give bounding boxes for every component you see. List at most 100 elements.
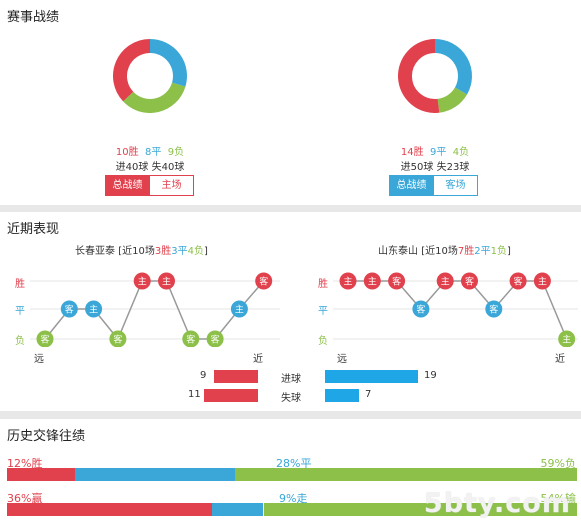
home-match-marker: 客	[255, 272, 273, 290]
h2h-cover-label: 36%赢	[7, 492, 43, 505]
home-recent-draws: 3平	[171, 246, 188, 257]
h2h-draw-bar	[75, 468, 235, 481]
site-watermark: 5bty.com	[423, 488, 571, 519]
home-win-slice	[113, 39, 151, 102]
away-recent-draws: 2平	[474, 246, 491, 257]
scored-label: 进球	[281, 374, 301, 385]
home-goals-for: 进40球	[115, 162, 149, 173]
home-match-marker: 主	[158, 272, 175, 290]
home-total-record-button[interactable]: 总战绩	[105, 175, 150, 196]
home-summary-prefix: [近10场	[118, 246, 155, 257]
home-match-venue: 主	[138, 276, 147, 288]
away-recent-losses: 1负	[490, 246, 507, 257]
away-match-marker: 客	[388, 272, 406, 290]
home-form-line	[44, 280, 265, 341]
home-axis-loss: 负	[15, 336, 25, 347]
home-axis-win: 胜	[15, 279, 25, 290]
away-match-marker: 客	[412, 300, 430, 318]
h2h-loss-bar	[235, 468, 577, 481]
home-summary-suffix: ]	[203, 246, 208, 257]
away-match-venue: 客	[514, 276, 523, 288]
away-goals-against: 失23球	[436, 162, 470, 173]
home-match-venue: 客	[113, 334, 122, 346]
head-to-head-title: 历史交锋往绩	[7, 429, 86, 444]
away-goals-text: 进50球 失23球	[385, 158, 485, 173]
home-loss-slice	[123, 82, 186, 113]
away-match-dot	[485, 300, 503, 318]
away-scored-count: 19	[424, 370, 437, 381]
away-match-marker: 主	[558, 330, 576, 347]
away-match-venue: 客	[465, 276, 474, 288]
home-match-venue: 客	[40, 334, 49, 346]
home-match-dot	[255, 272, 273, 290]
away-match-marker: 主	[533, 272, 551, 290]
h2h-cover-bar	[7, 503, 213, 516]
away-match-marker: 客	[461, 272, 478, 290]
home-match-dot	[109, 330, 127, 347]
away-venue-record-button[interactable]: 客场	[433, 175, 478, 196]
h2h-win-bar	[7, 468, 76, 481]
away-match-marker: 主	[436, 272, 454, 290]
away-axis-near: 近	[555, 354, 565, 365]
away-match-marker: 客	[509, 272, 527, 290]
home-match-dot	[230, 300, 248, 318]
home-wins: 10胜	[115, 147, 139, 158]
home-match-marker: 主	[133, 272, 151, 290]
away-scored-bar	[325, 370, 418, 383]
away-match-venue: 主	[441, 276, 450, 288]
away-form-line	[348, 280, 568, 340]
away-match-venue: 主	[538, 276, 547, 288]
away-conceded-bar	[325, 389, 359, 402]
home-match-dot	[60, 300, 78, 318]
home-conceded-bar	[204, 389, 258, 402]
away-match-marker: 主	[339, 272, 357, 290]
home-match-marker: 主	[85, 300, 103, 318]
home-draws: 8平	[144, 147, 162, 158]
away-match-marker: 客	[485, 300, 503, 318]
away-record-text: 14胜 9平 4负	[385, 143, 485, 158]
home-conceded-count: 11	[188, 389, 201, 400]
home-match-marker: 客	[60, 300, 78, 318]
away-team-name: 山东泰山	[378, 246, 418, 257]
home-match-venue: 主	[162, 276, 171, 288]
away-total-record-button[interactable]: 总战绩	[389, 175, 434, 196]
home-match-dot	[85, 300, 103, 318]
home-match-dot	[133, 272, 151, 290]
home-recent-wins: 3胜	[154, 246, 172, 257]
h2h-draw-label: 28%平	[276, 457, 312, 470]
home-axis-draw: 平	[15, 306, 25, 317]
away-conceded-count: 7	[365, 389, 372, 400]
conceded-label: 失球	[281, 393, 301, 404]
away-match-venue: 客	[392, 276, 401, 288]
home-goals-text: 进40球 失40球	[100, 158, 200, 173]
h2h-loss-label: 59%负	[540, 457, 576, 470]
home-venue-record-button[interactable]: 主场	[149, 175, 194, 196]
away-losses: 4负	[452, 147, 470, 158]
away-summary-suffix: ]	[506, 246, 511, 257]
home-axis-near: 近	[253, 354, 263, 365]
away-match-dot	[436, 272, 454, 290]
home-match-dot	[206, 330, 224, 347]
home-form-chart: 客客 主客主 主客 客主客	[30, 272, 280, 347]
home-match-venue: 客	[65, 304, 74, 316]
away-draw-slice	[434, 39, 472, 95]
home-match-venue: 客	[211, 334, 220, 346]
home-match-marker: 客	[36, 330, 54, 347]
away-match-marker: 主	[363, 272, 381, 290]
away-wins: 14胜	[400, 147, 424, 158]
home-match-dot	[36, 330, 54, 347]
away-axis-loss: 负	[318, 336, 328, 347]
recent-form-panel: 近期表现 长春亚泰 [近10场3胜3平4负] 山东泰山 [近10场7胜2平1负]…	[0, 212, 581, 411]
home-match-dot	[182, 330, 200, 347]
away-recent-summary: 山东泰山 [近10场7胜2平1负]	[378, 242, 511, 257]
away-goals-for: 进50球	[400, 162, 434, 173]
home-losses: 9负	[167, 147, 185, 158]
head-to-head-panel: 历史交锋往绩 12%胜 28%平 59%负 36%赢 9%走 54%输 5bty…	[0, 419, 581, 522]
h2h-lose-bar	[263, 503, 577, 516]
away-form-chart: 主主客客主 客客客 主主	[333, 272, 578, 347]
h2h-push-bar	[212, 503, 264, 516]
season-record-title: 赛事战绩	[7, 10, 60, 25]
away-record-donut	[398, 39, 472, 113]
away-match-dot	[339, 272, 357, 290]
away-axis-win: 胜	[318, 279, 328, 290]
